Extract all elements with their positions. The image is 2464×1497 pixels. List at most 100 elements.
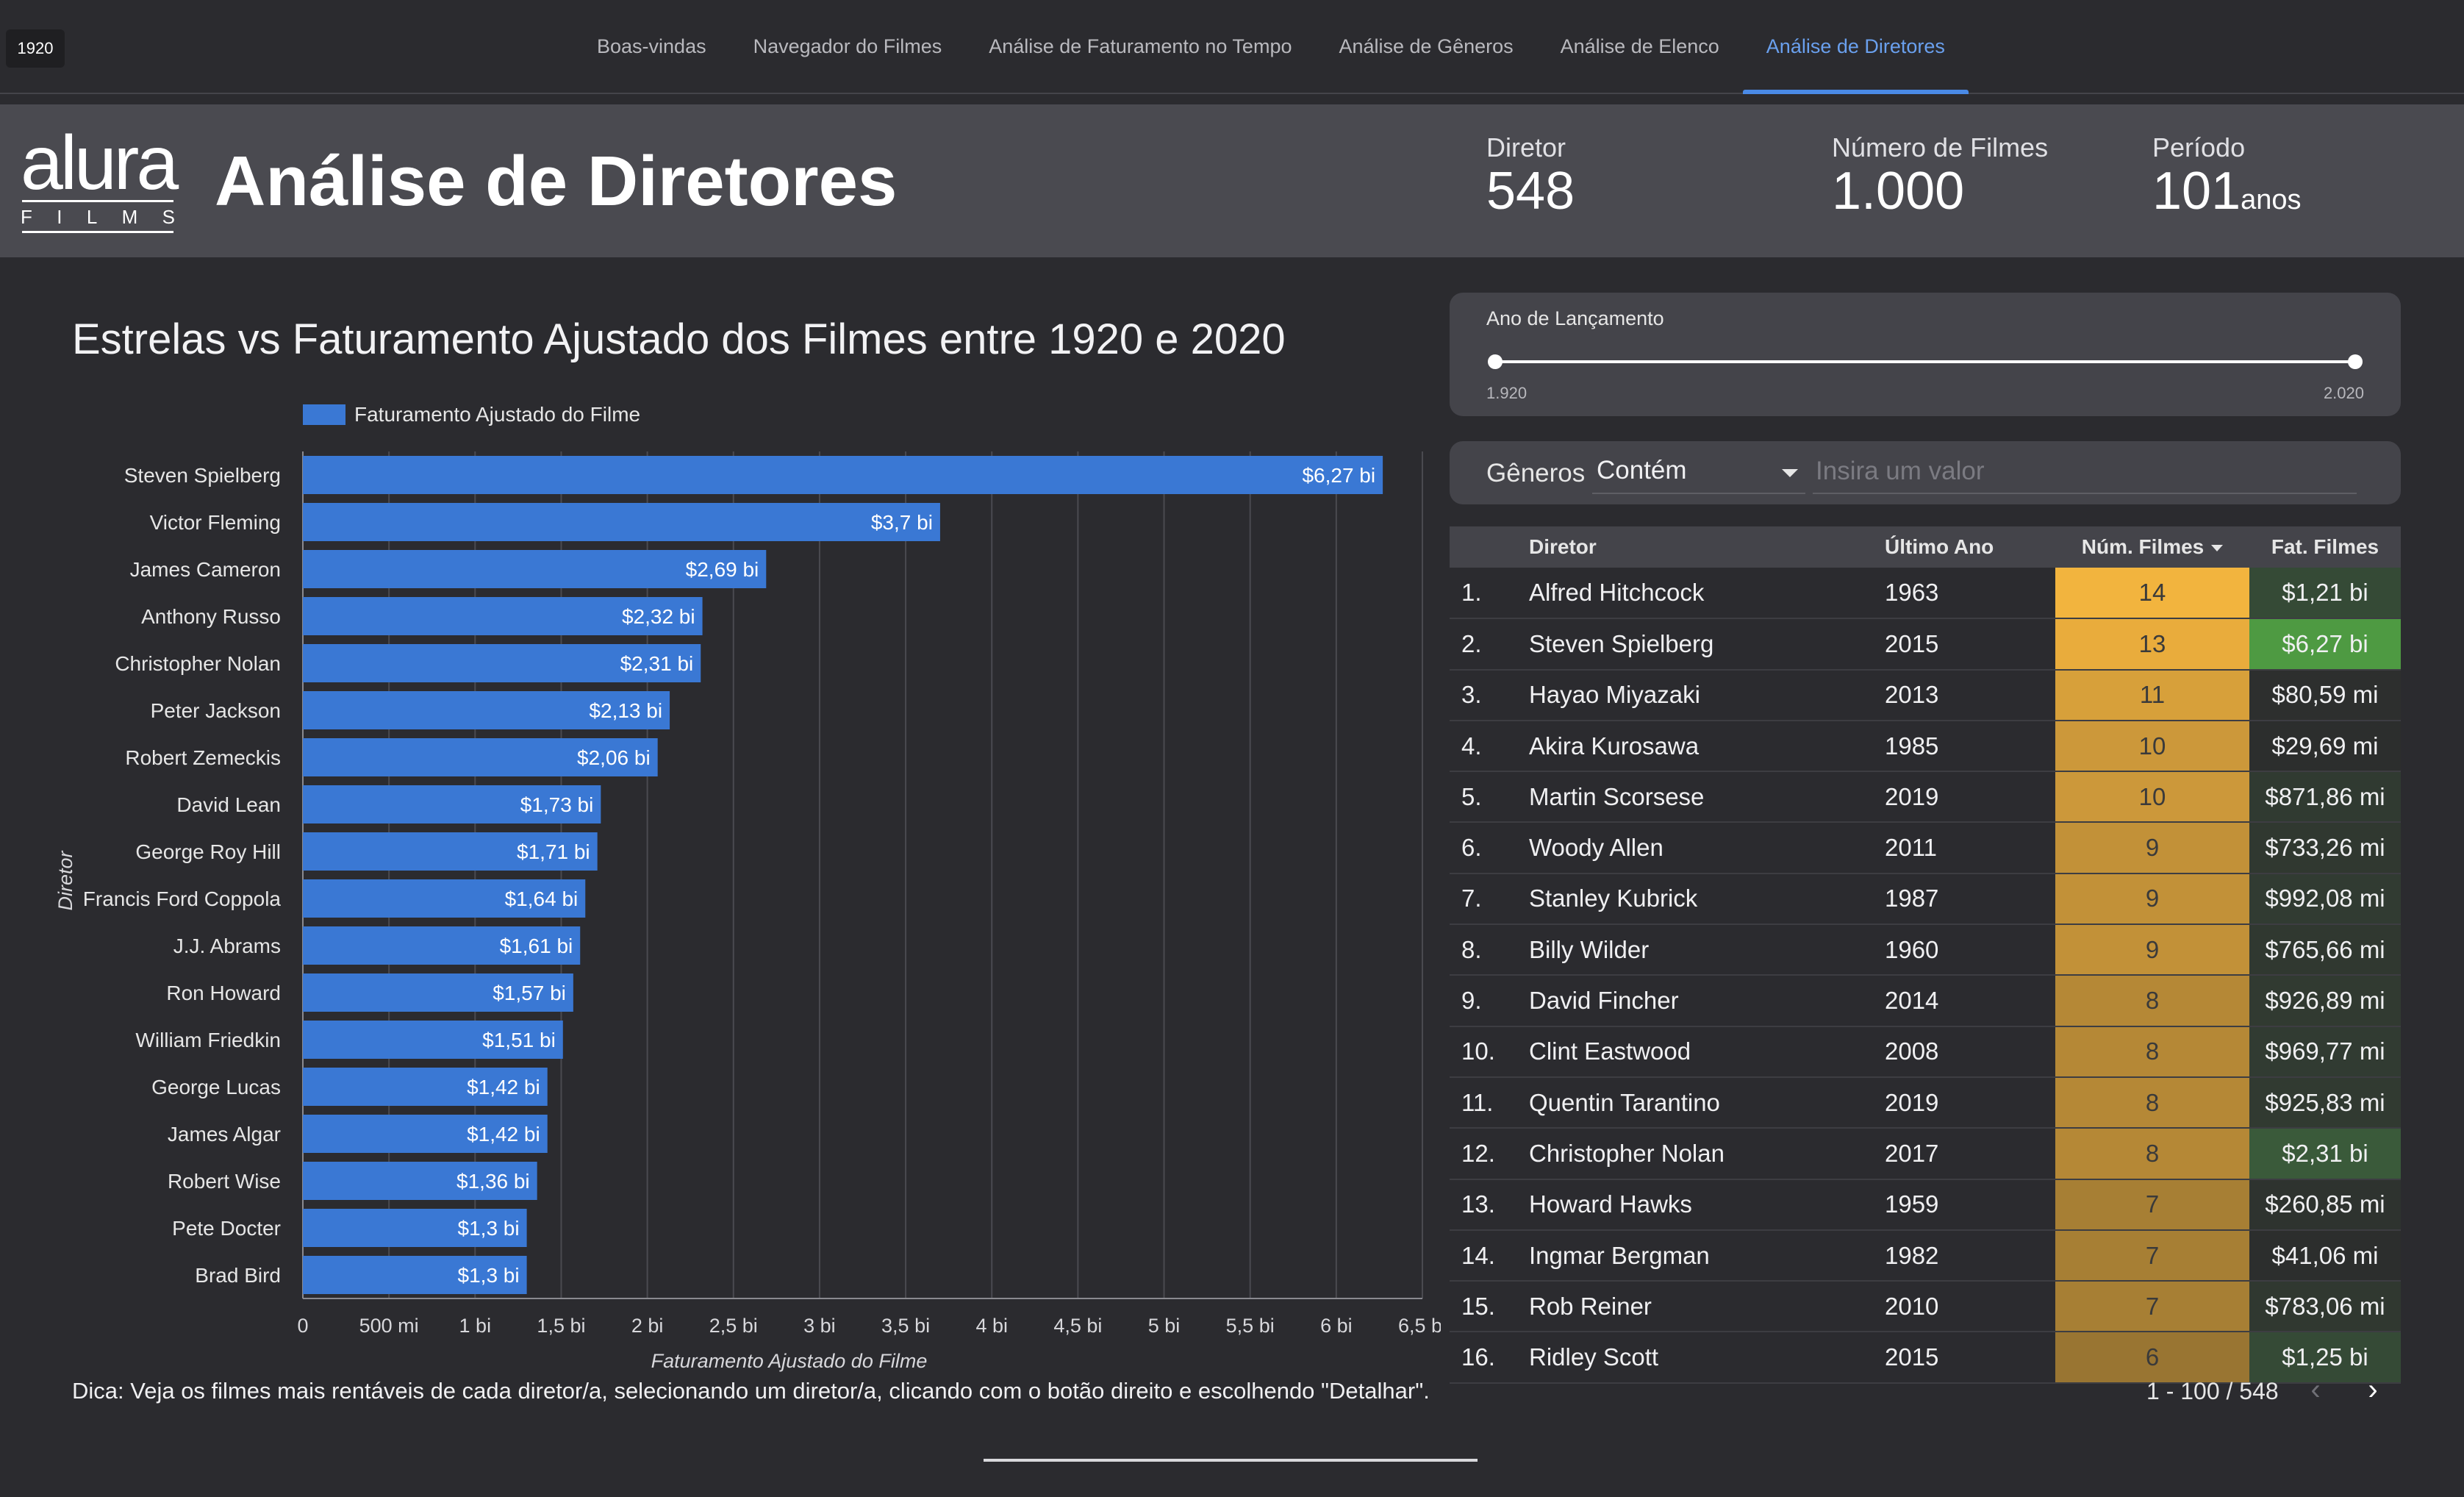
cell-ultimo-ano: 2019 xyxy=(1885,771,2055,823)
slider-track[interactable] xyxy=(1494,360,2355,363)
bar[interactable] xyxy=(303,597,703,635)
kpi-number: 101 xyxy=(2152,162,2241,221)
bar[interactable] xyxy=(303,926,581,965)
tab-navegador-filmes[interactable]: Navegador do Filmes xyxy=(753,35,942,57)
cell-ultimo-ano: 1959 xyxy=(1885,1179,2055,1231)
cell-num-filmes: 9 xyxy=(2055,924,2249,976)
cell-diretor: Stanley Kubrick xyxy=(1529,873,1885,926)
cell-rank: 13. xyxy=(1450,1179,1529,1231)
cell-ultimo-ano: 2011 xyxy=(1885,822,2055,874)
bar[interactable] xyxy=(303,1068,548,1106)
tab-boas-vindas[interactable]: Boas-vindas xyxy=(597,35,706,57)
bar[interactable] xyxy=(303,738,658,776)
table-row[interactable]: 9. David Fincher 2014 8 $926,89 mi xyxy=(1450,975,2401,1027)
y-category-label: Ron Howard xyxy=(166,982,281,1004)
slider-max-handle[interactable] xyxy=(2348,354,2363,369)
cell-num-filmes: 7 xyxy=(2055,1229,2249,1282)
kpi-value: 548 xyxy=(1486,162,1575,221)
table-row[interactable]: 16. Ridley Scott 2015 6 $1,25 bi xyxy=(1450,1332,2401,1384)
bar[interactable] xyxy=(303,973,573,1012)
table-row[interactable]: 14. Ingmar Bergman 1982 7 $41,06 mi xyxy=(1450,1229,2401,1282)
x-tick-label: 2,5 bi xyxy=(709,1315,758,1337)
top-nav: 1920 Boas-vindas Navegador do Filmes Aná… xyxy=(0,0,2464,94)
bar-value-label: $1,3 bi xyxy=(458,1264,520,1287)
cell-diretor: Rob Reiner xyxy=(1529,1281,1885,1333)
cell-rank: 7. xyxy=(1450,873,1529,926)
bar-chart[interactable]: 0 500 mi 1 bi 1,5 bi 2 bi 2,5 bi 3 bi 3,5 bi 4 b… xyxy=(0,434,1441,1375)
logo-line-top xyxy=(22,200,173,202)
bar[interactable] xyxy=(303,691,670,729)
bar-value-label: $1,57 bi xyxy=(493,982,566,1004)
table-row[interactable]: 13. Howard Hawks 1959 7 $260,85 mi xyxy=(1450,1179,2401,1231)
chart-title: Estrelas vs Faturamento Ajustado dos Fil… xyxy=(72,315,1286,363)
table-row[interactable]: 7. Stanley Kubrick 1987 9 $992,08 mi xyxy=(1450,873,2401,926)
bar[interactable] xyxy=(303,550,767,588)
slider-min-handle[interactable] xyxy=(1488,354,1503,369)
y-category-label: Pete Docter xyxy=(172,1217,281,1240)
scroll-indicator[interactable] xyxy=(984,1459,1478,1462)
cell-ultimo-ano: 2010 xyxy=(1885,1281,2055,1333)
table-row[interactable]: 2. Steven Spielberg 2015 13 $6,27 bi xyxy=(1450,618,2401,671)
table-row[interactable]: 4. Akira Kurosawa 1985 10 $29,69 mi xyxy=(1450,720,2401,773)
bar[interactable] xyxy=(303,785,601,823)
bar[interactable] xyxy=(303,1021,563,1059)
x-axis-title: Faturamento Ajustado do Filme xyxy=(651,1350,928,1372)
bar-value-label: $2,31 bi xyxy=(620,652,694,675)
bar[interactable] xyxy=(303,644,701,682)
cell-diretor: Quentin Tarantino xyxy=(1529,1076,1885,1129)
cell-fat-filmes: $871,86 mi xyxy=(2249,771,2401,823)
chart-legend[interactable]: Faturamento Ajustado do Filme xyxy=(303,403,640,426)
alura-films-logo: alura F I L M S xyxy=(21,121,179,237)
logo-word: alura xyxy=(21,121,179,206)
bar[interactable] xyxy=(303,1162,537,1200)
col-header-ultimo-ano[interactable]: Último Ano xyxy=(1885,526,2055,568)
cell-diretor: Ridley Scott xyxy=(1529,1332,1885,1384)
chevron-right-icon[interactable]: › xyxy=(2368,1373,2378,1406)
filter-operator-select[interactable]: Contém xyxy=(1592,450,1805,494)
cell-diretor: Steven Spielberg xyxy=(1529,618,1885,671)
y-category-label: Peter Jackson xyxy=(151,699,281,722)
table-row[interactable]: 10. Clint Eastwood 2008 8 $969,77 mi xyxy=(1450,1026,2401,1078)
col-header-fat-filmes[interactable]: Fat. Filmes xyxy=(2249,526,2401,568)
col-header-num-filmes[interactable]: Núm. Filmes xyxy=(2055,526,2249,568)
bar[interactable] xyxy=(303,1115,548,1153)
tab-elenco[interactable]: Análise de Elenco xyxy=(1560,35,1719,57)
tab-faturamento-tempo[interactable]: Análise de Faturamento no Tempo xyxy=(989,35,1292,57)
table-row[interactable]: 6. Woody Allen 2011 9 $733,26 mi xyxy=(1450,822,2401,874)
cell-ultimo-ano: 2015 xyxy=(1885,618,2055,671)
cell-fat-filmes: $926,89 mi xyxy=(2249,975,2401,1027)
bar[interactable] xyxy=(303,503,940,541)
tab-generos[interactable]: Análise de Gêneros xyxy=(1339,35,1514,57)
cell-diretor: Howard Hawks xyxy=(1529,1179,1885,1231)
filter-operator-value: Contém xyxy=(1597,456,1687,485)
cell-fat-filmes: $80,59 mi xyxy=(2249,669,2401,721)
chevron-left-icon[interactable]: ‹ xyxy=(2310,1373,2321,1406)
table-row[interactable]: 3. Hayao Miyazaki 2013 11 $80,59 mi xyxy=(1450,669,2401,721)
kpi-value: 101anos xyxy=(2152,163,2302,228)
cell-num-filmes: 14 xyxy=(2055,568,2249,620)
table-row[interactable]: 11. Quentin Tarantino 2019 8 $925,83 mi xyxy=(1450,1076,2401,1129)
tab-diretores[interactable]: Análise de Diretores xyxy=(1742,0,1969,94)
table-row[interactable]: 1. Alfred Hitchcock 1963 14 $1,21 bi xyxy=(1450,568,2401,620)
table-row[interactable]: 15. Rob Reiner 2010 7 $783,06 mi xyxy=(1450,1281,2401,1333)
y-category-label: William Friedkin xyxy=(135,1029,281,1051)
bar[interactable] xyxy=(303,1256,527,1294)
bar-value-label: $3,7 bi xyxy=(871,511,933,534)
bar[interactable] xyxy=(303,879,586,918)
cell-diretor: David Fincher xyxy=(1529,975,1885,1027)
table-row[interactable]: 5. Martin Scorsese 2019 10 $871,86 mi xyxy=(1450,771,2401,823)
cell-fat-filmes: $41,06 mi xyxy=(2249,1229,2401,1282)
table-row[interactable]: 8. Billy Wilder 1960 9 $765,66 mi xyxy=(1450,924,2401,976)
col-header-diretor[interactable]: Diretor xyxy=(1529,526,1885,568)
filter-value-input[interactable] xyxy=(1813,450,2357,494)
bar[interactable] xyxy=(303,832,598,871)
bar[interactable] xyxy=(303,456,1383,494)
table-row[interactable]: 12. Christopher Nolan 2017 8 $2,31 bi xyxy=(1450,1128,2401,1180)
logo-line-bottom xyxy=(22,231,173,233)
bar[interactable] xyxy=(303,1209,527,1247)
slider-label: Ano de Lançamento xyxy=(1486,307,1664,329)
cell-ultimo-ano: 1960 xyxy=(1885,924,2055,976)
y-category-label: George Lucas xyxy=(151,1076,281,1098)
cell-rank: 12. xyxy=(1450,1128,1529,1180)
cell-num-filmes: 6 xyxy=(2055,1332,2249,1384)
